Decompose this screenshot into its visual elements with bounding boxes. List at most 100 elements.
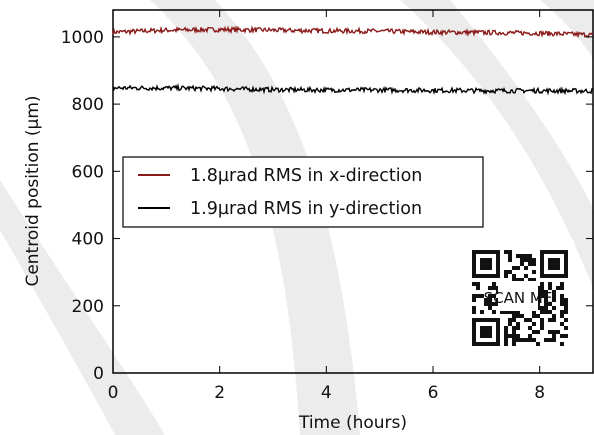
qr-module — [528, 254, 532, 258]
qr-module — [564, 298, 568, 302]
qr-module — [532, 270, 536, 274]
qr-module — [508, 334, 512, 338]
qr-module — [520, 254, 524, 258]
qr-module — [512, 310, 516, 314]
x-tick-label: 6 — [428, 383, 439, 403]
qr-module — [556, 330, 560, 334]
qr-module — [516, 254, 520, 258]
qr-module — [548, 282, 552, 286]
qr-module — [500, 310, 504, 314]
legend-label-x: 1.8µrad RMS in x-direction — [190, 166, 422, 186]
qr-module — [508, 322, 512, 326]
qr-module — [540, 282, 544, 286]
qr-module — [504, 342, 508, 346]
qr-module — [552, 318, 556, 322]
qr-module — [516, 266, 520, 270]
qr-module — [528, 318, 532, 322]
qr-module — [504, 338, 508, 342]
qr-module — [564, 326, 568, 330]
qr-module — [504, 310, 508, 314]
qr-module — [536, 314, 540, 318]
qr-module — [472, 294, 476, 298]
qr-module — [516, 278, 520, 282]
qr-module — [508, 250, 512, 254]
qr-module — [540, 322, 544, 326]
qr-module — [548, 338, 552, 342]
qr-module — [516, 314, 520, 318]
qr-module — [504, 274, 508, 278]
qr-module — [508, 270, 512, 274]
qr-module — [548, 310, 552, 314]
qr-module — [540, 290, 544, 294]
qr-module — [552, 290, 556, 294]
qr-module — [560, 322, 564, 326]
qr-module — [492, 294, 496, 298]
qr-module — [560, 314, 564, 318]
qr-module — [508, 310, 512, 314]
qr-module — [544, 310, 548, 314]
background-swoosh — [540, 0, 594, 60]
qr-module — [560, 334, 564, 338]
qr-module — [544, 298, 548, 302]
qr-module — [492, 286, 496, 290]
qr-code-label: SCAN ME — [484, 289, 553, 307]
qr-module — [512, 266, 516, 270]
qr-module — [560, 302, 564, 306]
qr-module — [552, 334, 556, 338]
qr-module — [512, 314, 516, 318]
x-axis-title: Time (hours) — [298, 413, 407, 433]
qr-module — [480, 310, 484, 314]
qr-module — [560, 310, 564, 314]
y-axis: 0 200 400 600 800 1000 — [61, 28, 593, 384]
qr-module — [516, 334, 520, 338]
qr-module — [504, 330, 508, 334]
qr-module — [548, 330, 552, 334]
qr-module — [560, 282, 564, 286]
qr-module — [472, 310, 476, 314]
qr-module — [556, 286, 560, 290]
qr-module — [524, 266, 528, 270]
x-tick-label: 8 — [534, 383, 545, 403]
qr-module — [532, 310, 536, 314]
qr-finder — [548, 258, 560, 270]
qr-module — [516, 338, 520, 342]
qr-module — [476, 282, 480, 286]
qr-module — [504, 334, 508, 338]
qr-module — [544, 294, 548, 298]
series-line-0 — [112, 25, 593, 39]
qr-module — [560, 298, 564, 302]
qr-module — [564, 334, 568, 338]
qr-module — [524, 254, 528, 258]
qr-module — [512, 330, 516, 334]
qr-module — [476, 294, 480, 298]
qr-module — [488, 294, 492, 298]
qr-code-modules — [472, 250, 568, 346]
qr-module — [548, 318, 552, 322]
qr-module — [540, 306, 544, 310]
qr-code: SCAN ME — [462, 240, 574, 352]
qr-module — [528, 258, 532, 262]
qr-module — [488, 306, 492, 310]
qr-module — [492, 282, 496, 286]
qr-module — [512, 326, 516, 330]
qr-module — [520, 314, 524, 318]
x-tick-label: 4 — [321, 383, 332, 403]
y-tick-label: 1000 — [61, 28, 104, 48]
qr-module — [536, 330, 540, 334]
qr-module — [512, 274, 516, 278]
qr-module — [532, 262, 536, 266]
qr-finder — [480, 326, 492, 338]
qr-module — [564, 302, 568, 306]
qr-module — [552, 294, 556, 298]
qr-module — [552, 298, 556, 302]
qr-module — [532, 314, 536, 318]
qr-module — [472, 282, 476, 286]
qr-module — [520, 262, 524, 266]
qr-module — [528, 338, 532, 342]
legend: 1.8µrad RMS in x-direction 1.9µrad RMS i… — [122, 156, 484, 228]
qr-module — [544, 338, 548, 342]
y-tick-label: 200 — [72, 297, 104, 317]
qr-module — [488, 298, 492, 302]
y-axis-title: Centroid position (µm) — [23, 95, 43, 286]
qr-module — [512, 338, 516, 342]
